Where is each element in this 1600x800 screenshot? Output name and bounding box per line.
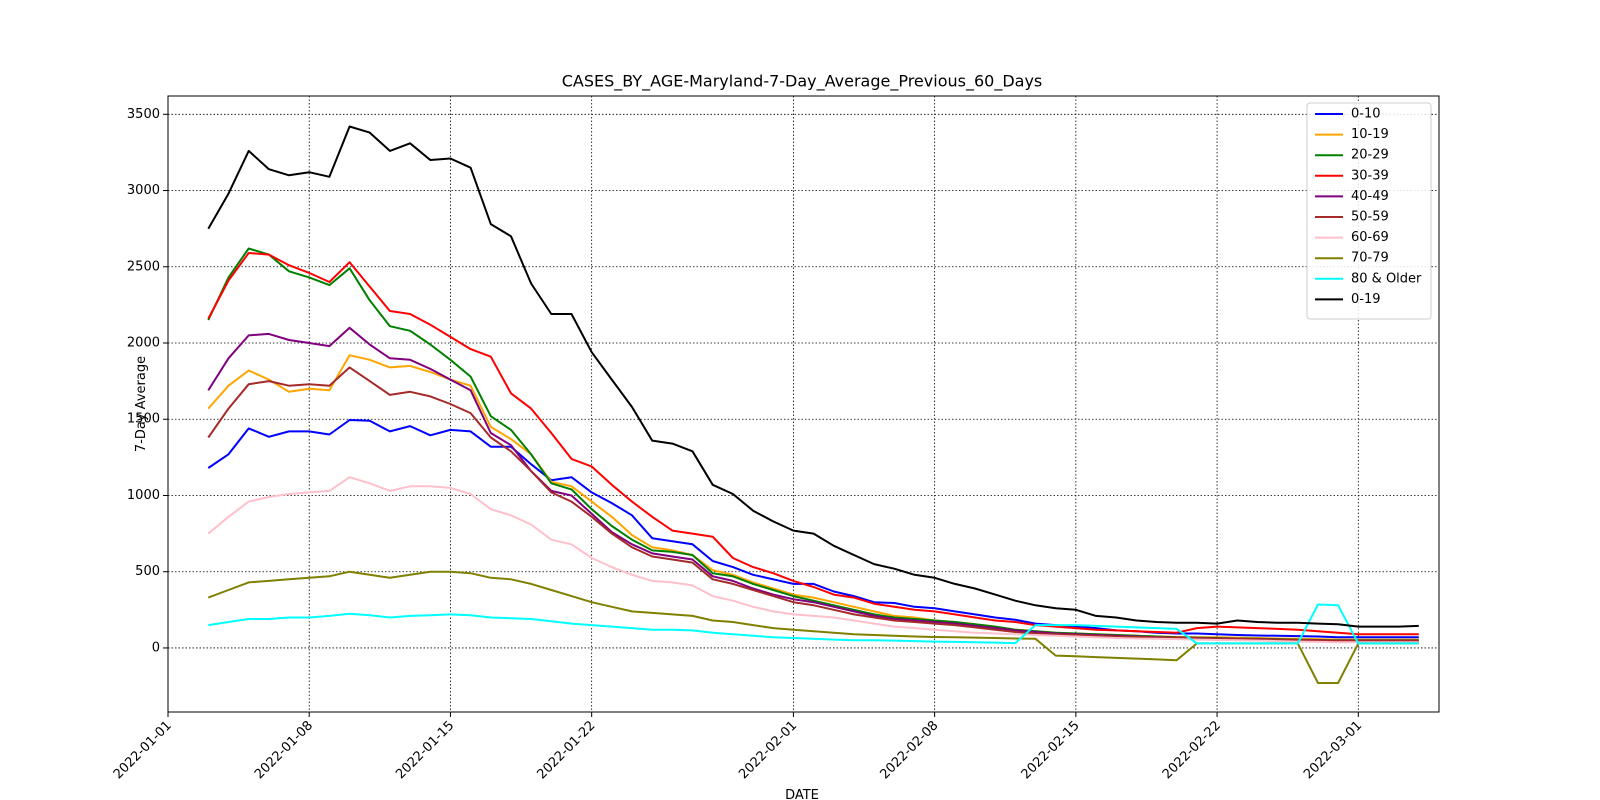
legend-label: 40-49 — [1351, 189, 1389, 204]
y-tick-label: 3500 — [127, 107, 160, 122]
series-line-0-10 — [207, 419, 1419, 639]
y-tick-label: 3000 — [127, 183, 160, 198]
series-line-80-older — [208, 603, 1419, 645]
legend-label: 20-29 — [1351, 148, 1389, 163]
legend-label: 0-10 — [1351, 107, 1381, 122]
y-axis-ticks: 0 500 1000 1500 2000 2500 3000 3500 — [127, 107, 168, 655]
series-line-30-39 — [207, 252, 1419, 636]
legend: 0-10 10-19 20-29 30-39 40-49 50-59 60-69 70-79 8… — [1306, 102, 1432, 320]
legend-box — [1306, 102, 1432, 320]
legend-label: 10-19 — [1351, 127, 1389, 142]
y-tick-label: 2500 — [127, 259, 160, 274]
chart-title: CASES_BY_AGE-Maryland-7-Day_Average_Prev… — [562, 72, 1043, 92]
legend-label: 70-79 — [1351, 251, 1389, 266]
y-tick-label: 500 — [135, 564, 160, 579]
series-line-0-19 — [207, 125, 1419, 628]
y-tick-label: 0 — [152, 640, 160, 655]
series-line-60-69 — [207, 476, 1419, 644]
legend-label: 0-19 — [1351, 292, 1381, 307]
plot-frame — [167, 95, 1440, 713]
series-line-50-59 — [207, 366, 1419, 642]
legend-label: 50-59 — [1351, 210, 1389, 225]
legend-label: 60-69 — [1351, 230, 1389, 245]
legend-label: 30-39 — [1351, 168, 1389, 183]
y-tick-label: 1500 — [127, 412, 160, 427]
legend-label: 80 & Older — [1351, 271, 1422, 286]
y-tick-label: 1000 — [127, 488, 160, 503]
x-axis-label: DATE — [785, 788, 819, 800]
y-axis-label: 7-Day Average — [134, 356, 149, 452]
y-tick-label: 2000 — [127, 336, 160, 351]
series-lines — [207, 125, 1419, 684]
